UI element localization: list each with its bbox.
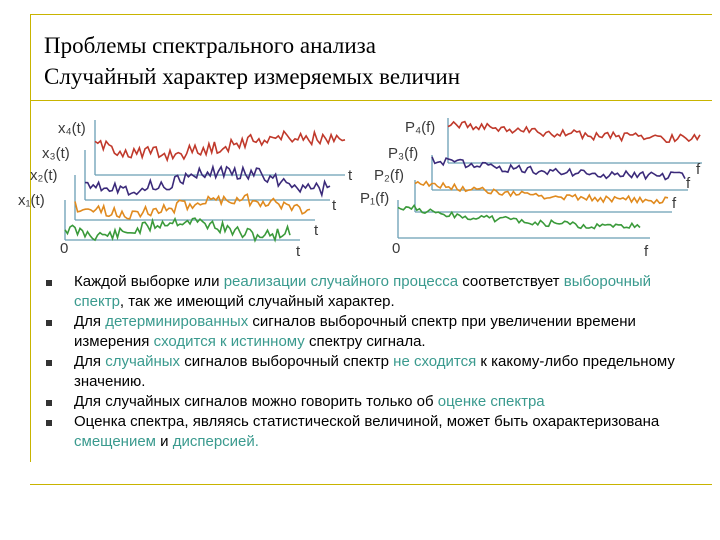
left-rule: [30, 14, 31, 462]
time-axis-label-4: t: [348, 167, 353, 184]
p1-trace: [397, 203, 641, 230]
bullet-item: Каждой выборке или реализации случайного…: [44, 272, 704, 312]
bullet-text: сигналов выборочный спектр при увеличени…: [74, 313, 636, 350]
x3-label: x₃(t): [42, 145, 70, 162]
p4-trace: [447, 120, 701, 144]
x2-label: x₂(t): [30, 167, 57, 184]
x3-trace: [84, 164, 331, 199]
bullet-text: Каждой выборке или: [74, 273, 224, 290]
p2-trace: [414, 180, 669, 205]
time-origin-label: 0: [60, 240, 68, 257]
bullet-text: спектру сигнала.: [304, 333, 426, 350]
x2-trace: [74, 193, 311, 220]
highlighted-term: сходится к истинному: [153, 333, 305, 350]
highlighted-term: детерминированных: [105, 313, 249, 330]
bullet-item: Для случайных сигналов выборочный спектр…: [44, 352, 704, 392]
highlighted-term: случайных: [105, 353, 181, 370]
bullet-text: Для случайных сигналов можно говорить то…: [74, 393, 438, 410]
bullet-marker: [46, 400, 52, 406]
p1-label: P₁(f): [360, 190, 389, 207]
bullet-text: , так же имеющий случайный характер.: [119, 293, 395, 310]
time-domain-plot: x₄(t) x₃(t) x₂(t) x₁(t) 0 t t t t: [18, 120, 353, 260]
bullet-text: сигналов выборочный спектр: [180, 353, 394, 370]
highlighted-term: смещением: [74, 433, 156, 450]
bullet-marker: [46, 420, 52, 426]
highlighted-term: дисперсией.: [172, 433, 259, 450]
bullet-text: и: [156, 433, 173, 450]
bullet-text: Для: [74, 313, 106, 330]
highlighted-term: выборочный спектр: [74, 273, 652, 310]
highlighted-term: оценке спектра: [437, 393, 545, 410]
bullet-text: Оценка спектра, являясь статистической в…: [74, 413, 660, 430]
x1-trace: [64, 216, 291, 243]
bullet-item: Для детерминированных сигналов выборочны…: [44, 312, 704, 352]
freq-axis-label-3: f: [686, 175, 691, 192]
bullet-text: Для: [74, 353, 106, 370]
p4-label: P₄(f): [405, 119, 435, 136]
x4-label: x₄(t): [58, 120, 86, 137]
title-line-2: Случайный характер измеряемых величин: [44, 64, 460, 89]
bullet-item: Оценка спектра, являясь статистической в…: [44, 412, 704, 452]
random-process-figure: x₄(t) x₃(t) x₂(t) x₁(t) 0 t t t t P₄(f): [18, 118, 702, 260]
bullet-marker: [46, 280, 52, 286]
bullet-marker: [46, 360, 52, 366]
x1-label: x₁(t): [18, 192, 45, 209]
freq-axis-label-2: f: [672, 195, 677, 212]
x4-trace: [94, 129, 346, 163]
p3-label: P₃(f): [388, 145, 418, 162]
bullet-text: соответствует: [458, 273, 564, 290]
highlighted-term: реализации случайного процесса: [223, 273, 459, 290]
bullet-item: Для случайных сигналов можно говорить то…: [44, 392, 704, 412]
p3-trace: [431, 156, 686, 181]
time-axis-label-2: t: [314, 222, 319, 239]
bottom-rule: [30, 484, 712, 485]
time-axis-label-3: t: [332, 197, 337, 214]
title-line-1: Проблемы спектрального анализа: [44, 33, 376, 58]
bullet-marker: [46, 320, 52, 326]
bullet-text: к какому-либо предельному значению.: [74, 353, 675, 390]
top-rule: [30, 14, 712, 15]
freq-axis-label-1: f: [644, 243, 649, 260]
freq-origin-label: 0: [392, 240, 400, 257]
freq-axis-label-4: f: [696, 161, 701, 178]
spectrum-plot: P₄(f) P₃(f) P₂(f) P₁(f) 0 f f f f: [360, 118, 702, 260]
slide-title: Проблемы спектрального анализа Случайный…: [44, 30, 684, 92]
title-underline: [30, 100, 712, 101]
p2-label: P₂(f): [374, 167, 404, 184]
time-axis-label-1: t: [296, 243, 301, 260]
bullet-list: Каждой выборке или реализации случайного…: [44, 272, 704, 452]
highlighted-term: не сходится: [393, 353, 477, 370]
